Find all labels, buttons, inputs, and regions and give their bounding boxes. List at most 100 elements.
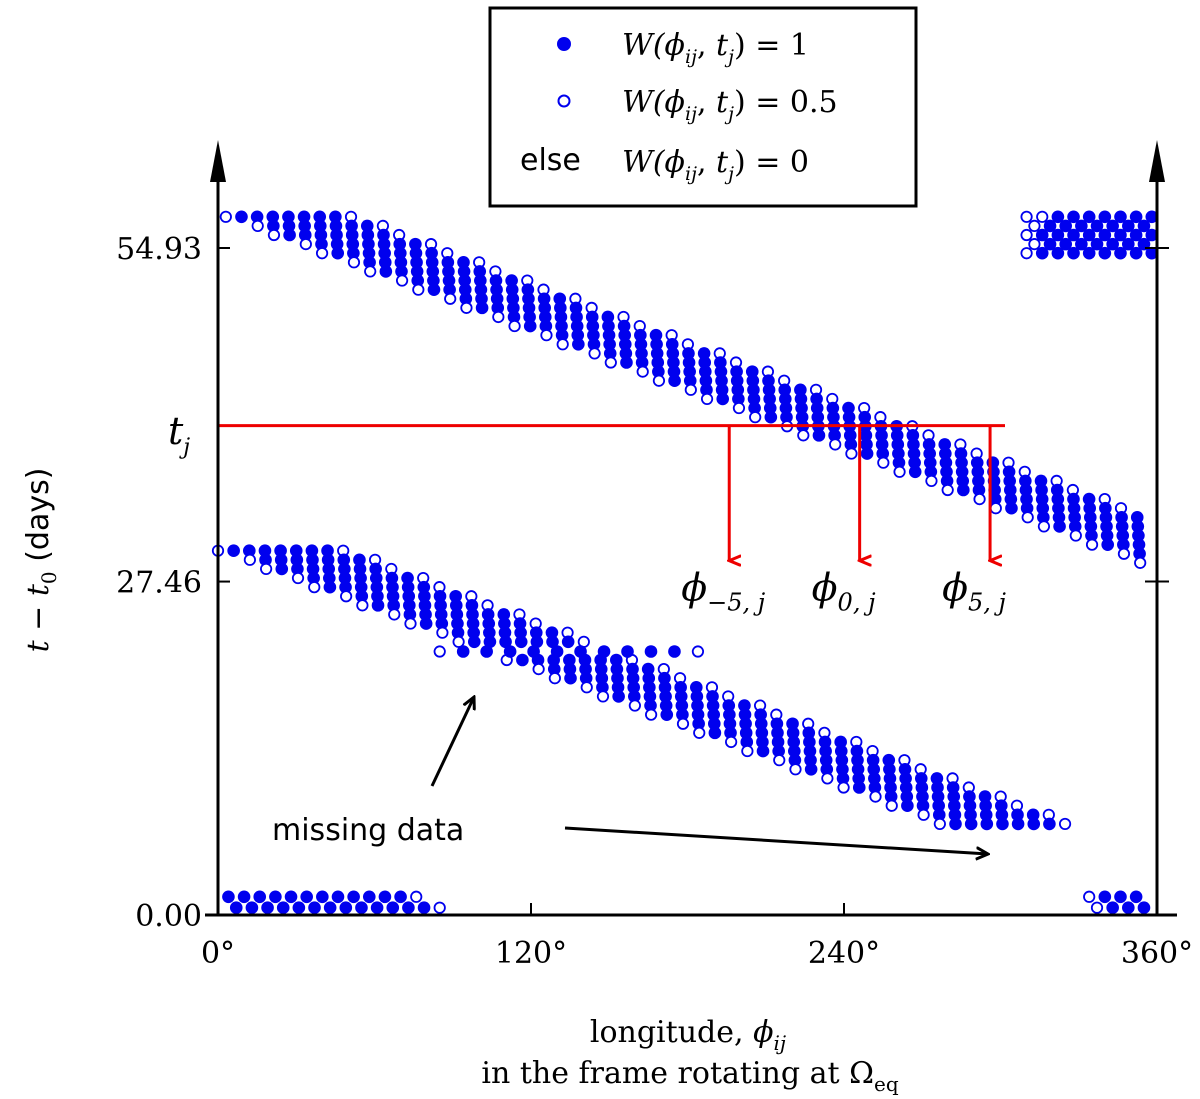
- data-point-full-weight: [483, 635, 497, 649]
- data-point-half-weight: [243, 553, 256, 566]
- data-point-full-weight: [859, 429, 873, 442]
- data-point-full-weight: [1083, 501, 1097, 515]
- data-point-full-weight: [466, 608, 479, 621]
- data-point-full-weight: [739, 717, 752, 731]
- data-point-full-weight: [939, 447, 952, 460]
- data-point-full-weight: [940, 465, 953, 479]
- data-point-full-weight: [401, 580, 415, 594]
- data-point-full-weight: [771, 735, 785, 749]
- data-point-full-weight: [643, 681, 656, 694]
- data-point-full-weight: [433, 589, 447, 603]
- data-point-full-weight: [1082, 492, 1096, 506]
- data-point-full-weight: [643, 690, 657, 703]
- data-point-full-weight: [394, 256, 408, 269]
- data-point-full-weight: [922, 438, 936, 451]
- data-point-full-weight: [1067, 501, 1081, 515]
- data-point-full-weight: [621, 645, 634, 658]
- data-point-full-weight: [402, 589, 416, 603]
- data-point-half-weight: [404, 617, 417, 630]
- data-point-full-weight: [884, 781, 897, 794]
- data-point-full-weight: [730, 374, 744, 388]
- data-point-full-weight: [674, 681, 687, 694]
- data-point-full-weight: [1106, 237, 1119, 251]
- data-point-full-weight: [762, 383, 776, 397]
- data-point-full-weight: [503, 645, 517, 658]
- data-point-full-weight: [746, 374, 760, 388]
- data-point-full-weight: [490, 283, 503, 296]
- data-point-full-weight: [579, 671, 593, 685]
- data-point-full-weight: [1122, 901, 1135, 915]
- data-point-full-weight: [619, 347, 633, 360]
- data-point-full-weight: [289, 544, 303, 558]
- data-point-full-weight: [601, 310, 615, 324]
- data-point-full-weight: [691, 708, 705, 721]
- data-point-half-weight: [1069, 529, 1082, 542]
- data-point-full-weight: [1043, 817, 1056, 831]
- data-point-full-weight: [907, 447, 921, 460]
- data-point-full-weight: [418, 589, 431, 603]
- data-point-full-weight: [931, 790, 945, 803]
- data-point-full-weight: [466, 617, 480, 630]
- data-point-full-weight: [732, 392, 745, 406]
- data-point-full-weight: [667, 356, 680, 369]
- data-point-full-weight: [844, 438, 858, 451]
- data-point-full-weight: [899, 772, 912, 785]
- data-point-full-weight: [939, 456, 953, 469]
- data-point-full-weight: [611, 681, 625, 694]
- data-point-full-weight: [666, 347, 680, 360]
- data-point-full-weight: [1004, 492, 1018, 506]
- data-point-full-weight: [971, 465, 985, 479]
- data-point-full-weight: [345, 228, 359, 242]
- data-point-full-weight: [979, 808, 993, 822]
- data-point-full-weight: [1129, 228, 1143, 242]
- data-point-full-weight: [378, 256, 392, 269]
- legend-marker-filled: [557, 37, 571, 51]
- data-point-full-weight: [698, 356, 712, 369]
- data-point-full-weight: [505, 274, 518, 287]
- data-point-full-weight: [955, 456, 968, 469]
- data-point-full-weight: [946, 781, 960, 794]
- data-point-full-weight: [740, 735, 754, 749]
- data-point-full-weight: [499, 635, 512, 649]
- data-point-full-weight: [697, 347, 711, 360]
- data-point-full-weight: [243, 544, 256, 558]
- data-point-full-weight: [1043, 237, 1057, 251]
- data-point-full-weight: [745, 365, 759, 378]
- data-point-full-weight: [715, 383, 729, 397]
- data-point-half-weight: [693, 726, 706, 739]
- data-point-full-weight: [370, 901, 384, 915]
- data-point-full-weight: [595, 671, 609, 685]
- data-point-full-weight: [410, 256, 423, 269]
- data-point-full-weight: [1052, 511, 1066, 524]
- data-point-full-weight: [1003, 483, 1017, 497]
- data-point-full-weight: [354, 571, 367, 585]
- legend-entry-2: W(ϕij, tj) = 0.5: [622, 85, 838, 125]
- data-point-half-weight: [917, 808, 930, 821]
- data-point-half-weight: [251, 219, 264, 233]
- data-point-full-weight: [337, 553, 351, 567]
- data-point-full-weight: [892, 447, 905, 460]
- data-point-half-weight: [1028, 238, 1041, 251]
- data-point-full-weight: [346, 237, 360, 251]
- data-point-full-weight: [516, 653, 529, 667]
- data-point-full-weight: [274, 553, 288, 567]
- data-point-full-weight: [626, 671, 640, 685]
- data-point-full-weight: [571, 328, 585, 342]
- data-point-full-weight: [386, 580, 399, 594]
- data-point-half-weight: [1085, 538, 1099, 551]
- data-point-full-weight: [668, 374, 681, 388]
- phi-arrows: ϕ−5, j ϕ0, j ϕ5, j: [681, 425, 1007, 617]
- data-point-full-weight: [538, 301, 551, 315]
- data-point-full-weight: [900, 790, 914, 803]
- data-point-full-weight: [1027, 817, 1041, 831]
- data-point-full-weight: [523, 310, 536, 324]
- data-point-full-weight: [394, 246, 407, 260]
- data-point-full-weight: [1114, 228, 1127, 242]
- data-point-full-weight: [1085, 529, 1098, 542]
- data-point-full-weight: [810, 392, 823, 406]
- data-point-full-weight: [467, 626, 480, 639]
- data-point-full-weight: [474, 274, 487, 287]
- data-point-full-weight: [882, 753, 896, 767]
- data-point-full-weight: [482, 617, 496, 630]
- data-point-half-weight: [837, 781, 850, 794]
